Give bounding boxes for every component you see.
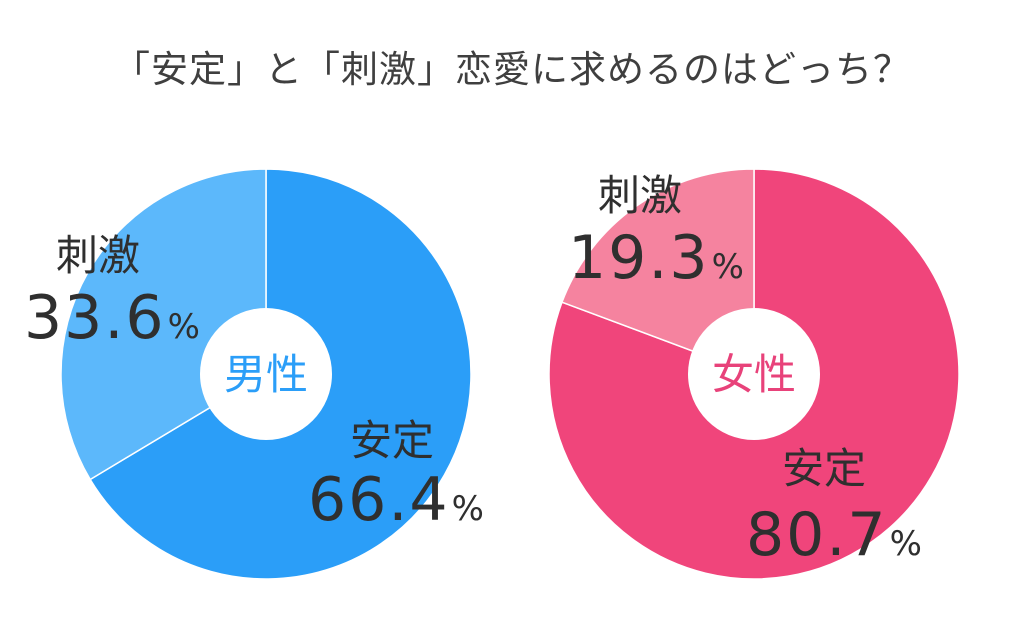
slice-label-male-stability: 安定 — [350, 416, 434, 465]
center-label-female: 女性 — [712, 350, 796, 399]
center-label-male: 男性 — [224, 350, 308, 399]
donut-center-hole — [200, 308, 332, 440]
pie-slice-female-stimulation — [561, 168, 755, 376]
pie-slice-female-stability — [548, 168, 960, 580]
slice-value-male-stability: 66.4% — [308, 465, 484, 535]
donut-chart-male: 男性 — [60, 168, 472, 580]
slice-label-male-stimulation: 刺激 — [56, 231, 140, 280]
slice-label-female-stimulation: 刺激 — [598, 171, 682, 220]
donut-center-hole — [688, 308, 820, 440]
slice-label-female-stability: 安定 — [782, 444, 866, 493]
slice-value-male-stimulation: 33.6% — [24, 283, 200, 353]
donut-chart-female: 女性 — [548, 168, 960, 580]
chart-title: 「安定」と「刺激」恋愛に求めるのはどっち？ — [113, 48, 911, 91]
slice-value-female-stimulation: 19.3% — [568, 223, 744, 293]
slice-value-female-stability: 80.7% — [746, 500, 922, 570]
